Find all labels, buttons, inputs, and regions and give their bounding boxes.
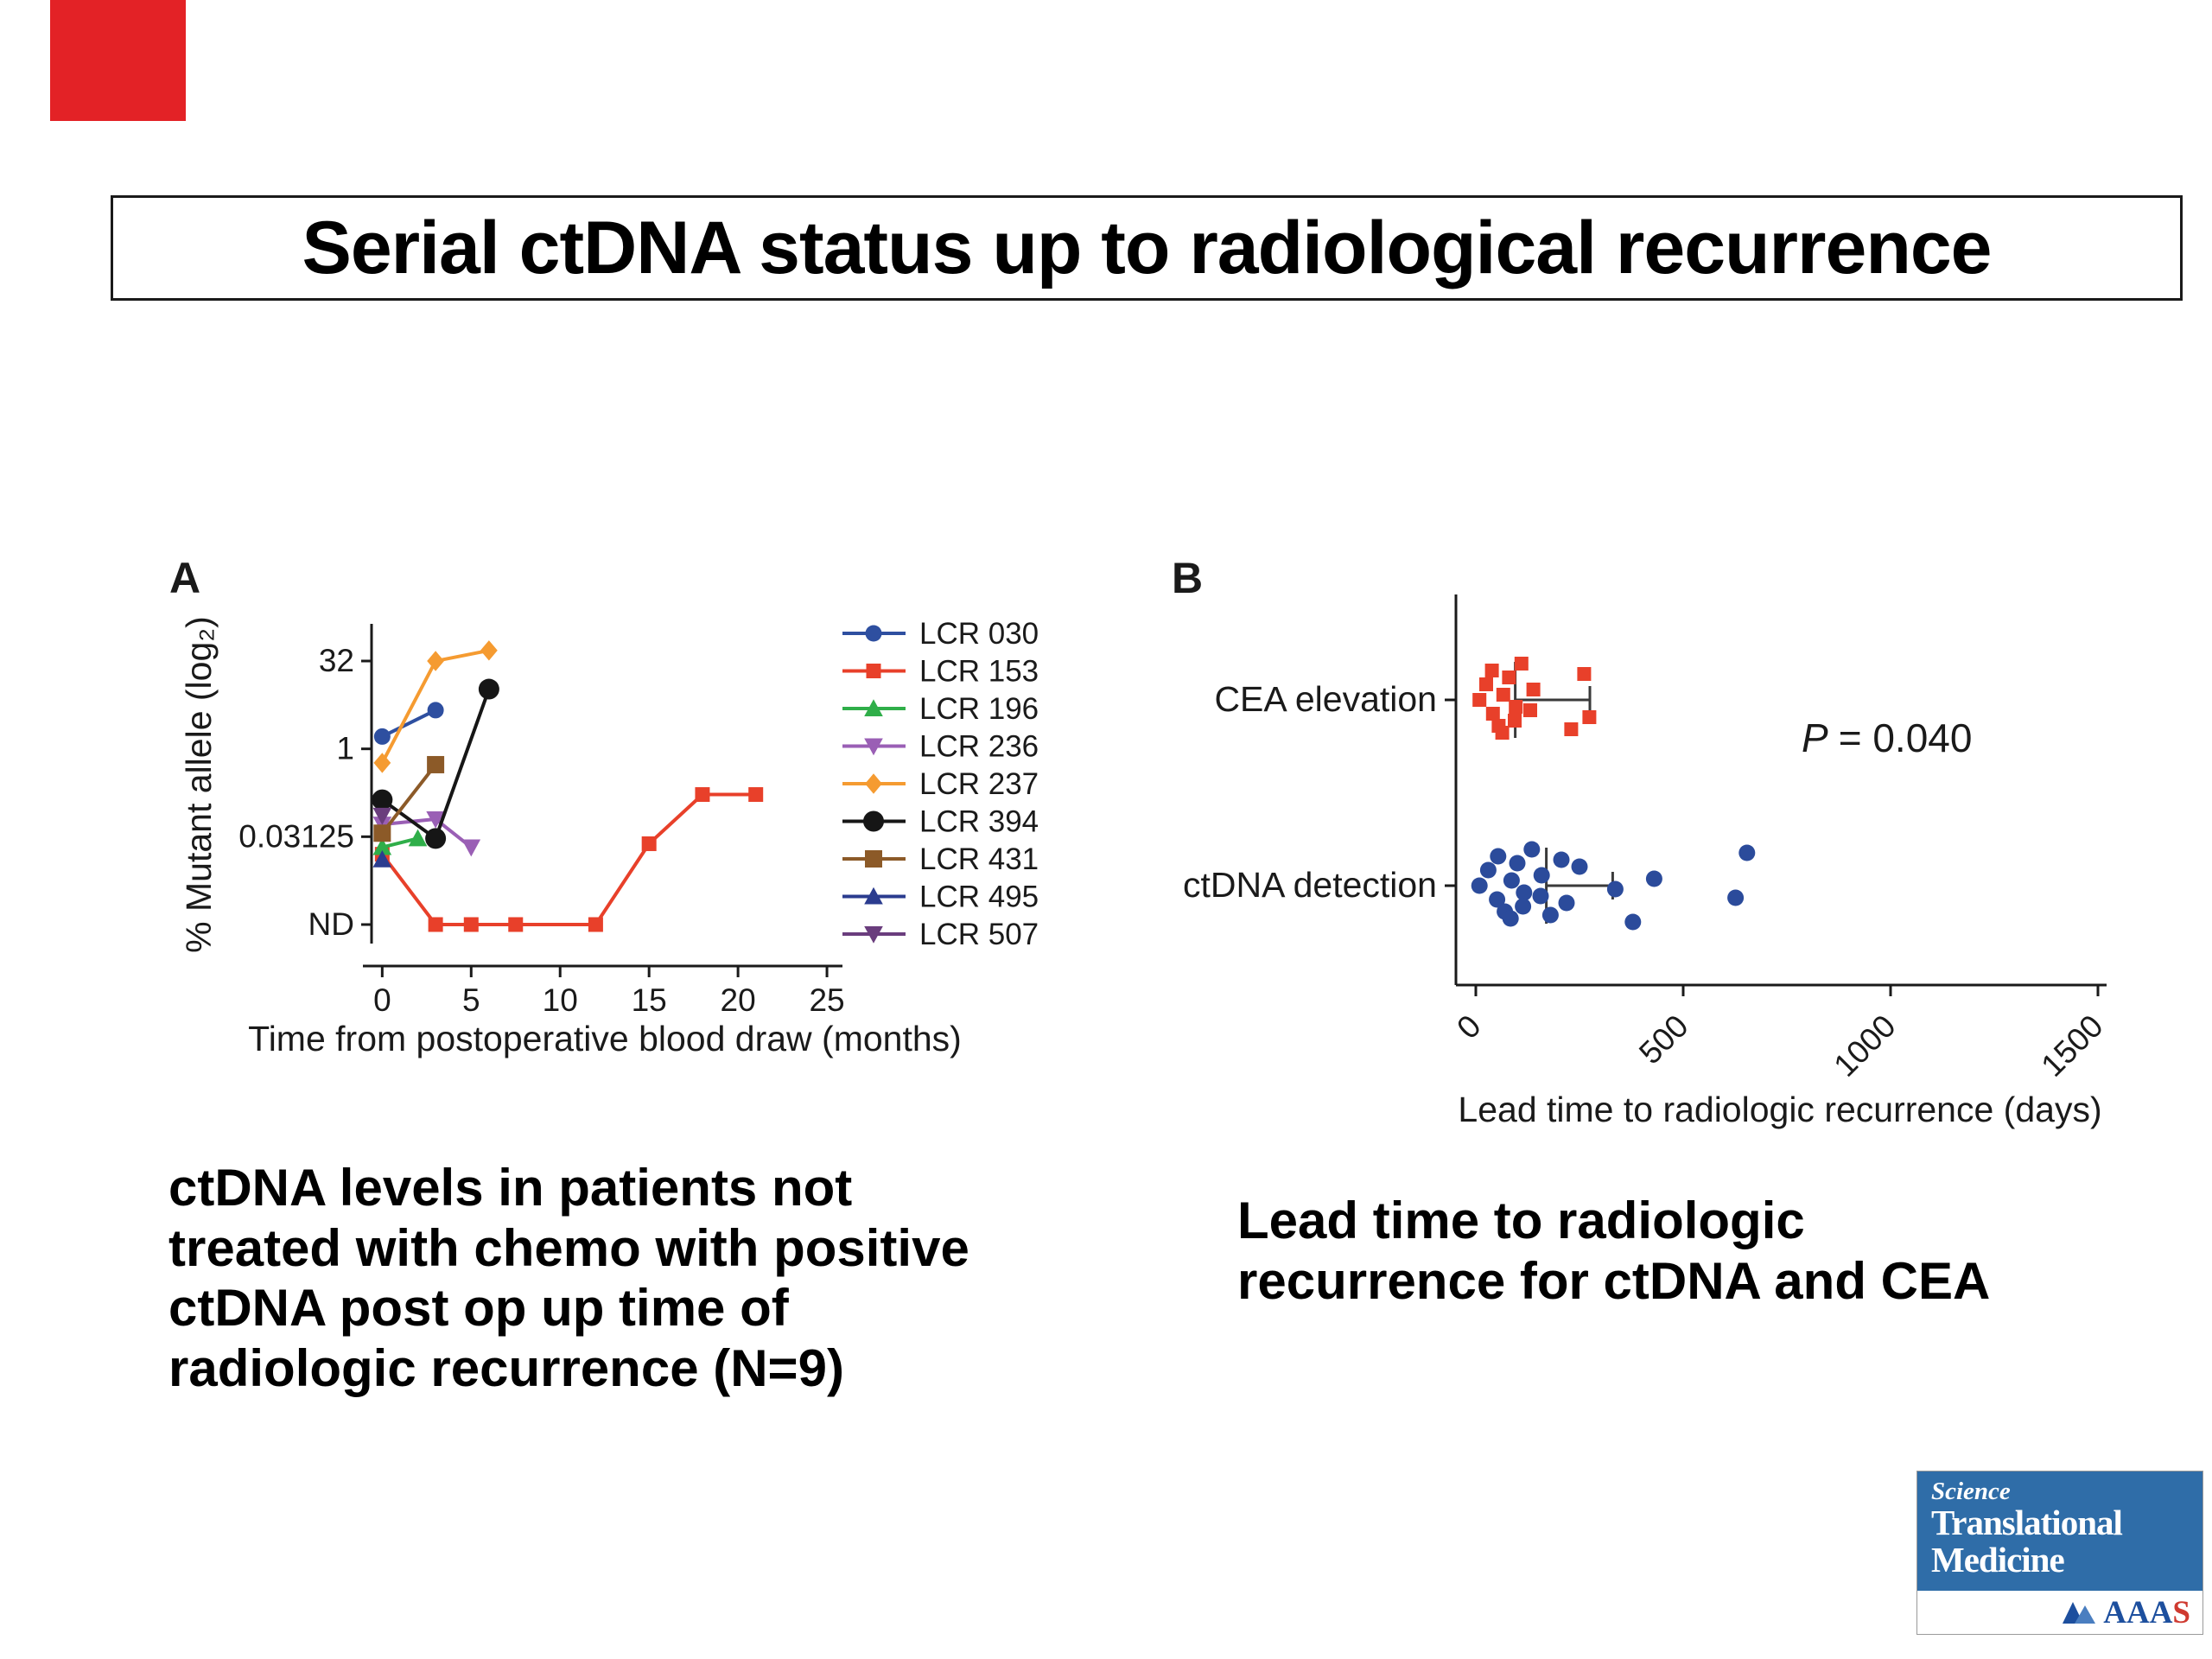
svg-text:0.03125: 0.03125 — [238, 818, 354, 854]
svg-text:Time from postoperative blood: Time from postoperative blood draw (mont… — [248, 1019, 962, 1058]
svg-text:1: 1 — [336, 731, 354, 766]
svg-text:15: 15 — [632, 982, 667, 1018]
panel-b-chart: B 0 500 1000 1500 Lead time to radiologic rec… — [1172, 554, 2110, 1129]
svg-text:0: 0 — [373, 982, 391, 1018]
svg-text:Lead time to radiologic recur: Lead time to radiologic recurrence (days… — [1458, 1090, 2101, 1129]
slide-title: Serial ctDNA status up to radiological r… — [302, 206, 1992, 289]
caption-panel-a: ctDNA levels in patients not treated wit… — [168, 1159, 969, 1397]
journal-logo-banner: Science Translational Medicine — [1917, 1471, 2202, 1591]
panel-a-chart: A 32 1 0.03125 ND % Mutant allele (log₂) 0 5 10 1… — [169, 554, 1039, 1058]
aaas-text: AAAS — [2103, 1594, 2190, 1631]
svg-text:LCR 507: LCR 507 — [919, 918, 1039, 951]
svg-text:ctDNA detection: ctDNA detection — [1183, 865, 1437, 905]
svg-text:25: 25 — [809, 982, 844, 1018]
svg-text:LCR 495: LCR 495 — [919, 880, 1039, 914]
svg-text:1500: 1500 — [2034, 1008, 2109, 1084]
svg-text:B: B — [1172, 554, 1203, 602]
aaas-text-red: S — [2172, 1594, 2190, 1630]
svg-text:LCR 196: LCR 196 — [919, 692, 1039, 726]
svg-text:LCR 394: LCR 394 — [919, 805, 1039, 839]
caption-panel-b: Lead time to radiologic recurrence for c… — [1237, 1192, 1991, 1310]
journal-logo: Science Translational Medicine AAAS — [1916, 1471, 2203, 1635]
aaas-strip: AAAS — [1917, 1591, 2202, 1634]
svg-text:% Mutant allele (log₂): % Mutant allele (log₂) — [179, 616, 219, 953]
svg-text:LCR 153: LCR 153 — [919, 655, 1039, 689]
svg-text:500: 500 — [1632, 1008, 1695, 1071]
logo-science-text: Science — [1931, 1478, 2011, 1505]
aaas-text-blue: AAA — [2103, 1594, 2173, 1630]
svg-text:P= 0.040: P = 0.040 — [1802, 715, 1972, 760]
svg-text:LCR 237: LCR 237 — [919, 767, 1039, 801]
red-accent-block — [50, 0, 186, 121]
svg-text:10: 10 — [543, 982, 578, 1018]
svg-text:LCR 030: LCR 030 — [919, 617, 1039, 651]
svg-text:LCR 236: LCR 236 — [919, 730, 1039, 764]
svg-text:1000: 1000 — [1827, 1008, 1902, 1084]
aaas-logo-icon — [2060, 1599, 2096, 1625]
logo-translational-text: Translational — [1931, 1503, 2123, 1543]
svg-text:ND: ND — [308, 906, 354, 942]
svg-text:20: 20 — [721, 982, 756, 1018]
svg-text:A: A — [169, 554, 200, 602]
svg-text:CEA elevation: CEA elevation — [1214, 679, 1437, 719]
svg-text:0: 0 — [1450, 1008, 1488, 1046]
svg-text:LCR 431: LCR 431 — [919, 842, 1039, 876]
svg-text:5: 5 — [462, 982, 480, 1018]
title-box: Serial ctDNA status up to radiological r… — [111, 195, 2183, 301]
logo-medicine-text: Medicine — [1931, 1540, 2065, 1580]
svg-text:32: 32 — [319, 643, 354, 678]
